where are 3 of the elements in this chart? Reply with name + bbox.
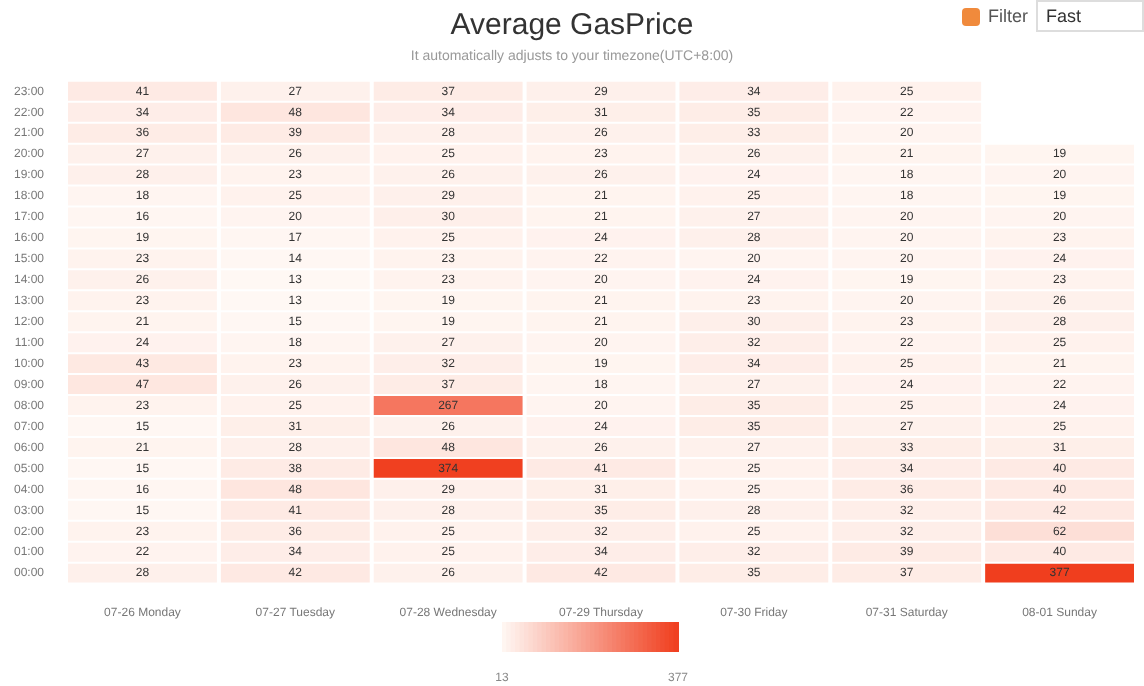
chart-title: Average GasPrice [450, 8, 694, 43]
text: Fast [1036, 0, 1144, 32]
text: Filter [988, 6, 1028, 26]
